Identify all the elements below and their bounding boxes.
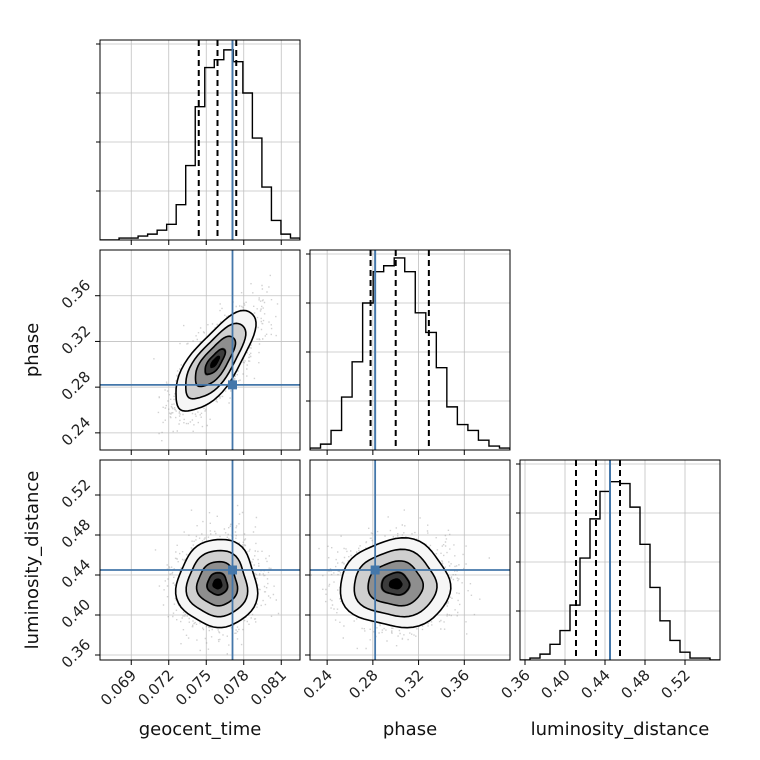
contour-line [339,536,452,629]
density-fill [212,578,223,590]
x-tick-label: 0.52 [657,666,693,702]
x-tick-label: 0.32 [391,666,427,702]
contour-line [195,560,239,607]
x-tick-label: 0.40 [537,666,573,702]
x-tick-label: 0.069 [97,666,140,709]
panel-frame [99,249,301,451]
panel-frame [309,249,511,451]
x-axis-label-geocent_time: geocent_time [139,719,262,740]
x-tick-label: 0.44 [577,666,613,702]
contour-line [381,571,411,596]
contour-line [174,538,259,629]
contour-line [185,549,249,618]
truth-marker [228,565,237,575]
histogram-geocent_time [100,49,300,240]
y-tick-label: 0.36 [58,635,94,671]
density-fill [210,355,221,369]
y-tick-label: 0.40 [58,595,94,631]
x-tick-label: 0.078 [209,666,252,709]
y-tick-label: 0.48 [58,515,94,551]
contour-line [206,572,229,596]
scatter-panel-luminosity_distance-vs-geocent_time [99,459,301,661]
x-axis-label-phase: phase [383,719,437,740]
panel-frame [309,459,511,661]
panel-frame [99,39,301,241]
truth-marker [370,565,380,575]
truth-marker [228,380,237,390]
y-tick-label: 0.52 [58,475,94,511]
hist-panel-geocent_time [96,39,301,241]
x-tick-label: 0.081 [247,666,290,709]
y-axis-label-luminosity_distance: luminosity_distance [22,471,43,650]
x-tick-label: 0.28 [345,666,381,702]
contour-line [185,322,247,400]
x-tick-label: 0.36 [437,666,473,702]
x-tick-label: 0.072 [134,666,177,709]
density-fill [388,578,403,590]
y-axis-label-phase: phase [22,323,43,377]
contour-line [204,348,227,376]
hist-panel-luminosity_distance [516,459,721,661]
x-tick-label: 0.24 [300,666,336,702]
y-tick-label: 0.28 [58,368,94,404]
y-tick-label: 0.44 [58,555,94,591]
panel-frame [519,459,721,661]
contour-line [353,548,438,618]
x-tick-label: 0.48 [617,666,653,702]
x-axis-label-luminosity_distance: luminosity_distance [531,719,710,740]
y-tick-label: 0.24 [58,413,94,449]
scatter-panel-phase-vs-geocent_time [99,249,301,451]
y-tick-label: 0.32 [58,322,94,358]
panel-frame [99,459,301,661]
x-tick-label: 0.075 [172,666,215,709]
y-tick-label: 0.36 [58,276,94,312]
histogram-phase [310,257,510,450]
x-tick-label: 0.36 [497,666,533,702]
hist-panel-phase [306,249,511,451]
contour-line [367,560,424,607]
contour-line [175,309,257,412]
scatter-panel-luminosity_distance-vs-phase [309,459,511,661]
